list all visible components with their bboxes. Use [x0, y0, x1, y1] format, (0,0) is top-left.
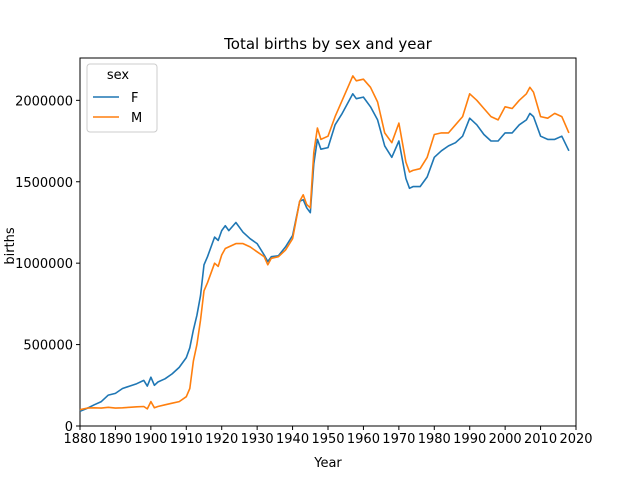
x-tick-label: 1880: [63, 432, 96, 447]
x-axis: 1880 1890 1900 1910 1920 1930 1940 1950 1960 1970…: [63, 426, 593, 447]
y-tick-label: 500000: [23, 339, 73, 354]
x-tick-label: 1980: [418, 432, 451, 447]
x-tick-label: 1930: [241, 432, 274, 447]
x-tick-label: 1970: [382, 432, 415, 447]
x-tick-label: 1940: [276, 432, 309, 447]
x-tick-label: 1910: [170, 432, 203, 447]
series-layer: [79, 75, 570, 413]
series-line-f: [79, 93, 570, 413]
legend-box: [86, 63, 158, 133]
legend-label-m: M: [131, 111, 142, 126]
legend: sex FM: [86, 63, 158, 133]
y-tick-label: 1500000: [15, 176, 73, 191]
y-tick-label: 0: [65, 420, 73, 435]
y-tick-label: 1000000: [15, 257, 73, 272]
legend-entries: FM: [93, 91, 142, 126]
chart-title: Total births by sex and year: [223, 35, 433, 53]
series-line-m: [79, 75, 570, 411]
x-tick-label: 1990: [453, 432, 486, 447]
y-tick-label: 2000000: [15, 94, 73, 109]
x-tick-label: 1890: [99, 432, 132, 447]
x-tick-label: 1900: [134, 432, 167, 447]
legend-label-f: F: [131, 91, 138, 106]
legend-title: sex: [107, 68, 130, 83]
x-tick-label: 1950: [311, 432, 344, 447]
plot-area: 1880 1890 1900 1910 1920 1930 1940 1950 1960 1970…: [15, 57, 593, 447]
x-tick-label: 2010: [524, 432, 557, 447]
y-axis: 0 500000 1000000 1500000 2000000: [15, 94, 80, 435]
y-axis-label: births: [3, 227, 18, 265]
x-tick-label: 2000: [489, 432, 522, 447]
x-tick-label: 2020: [559, 432, 592, 447]
x-tick-label: 1960: [347, 432, 380, 447]
x-tick-label: 1920: [205, 432, 238, 447]
x-axis-label: Year: [313, 456, 342, 471]
